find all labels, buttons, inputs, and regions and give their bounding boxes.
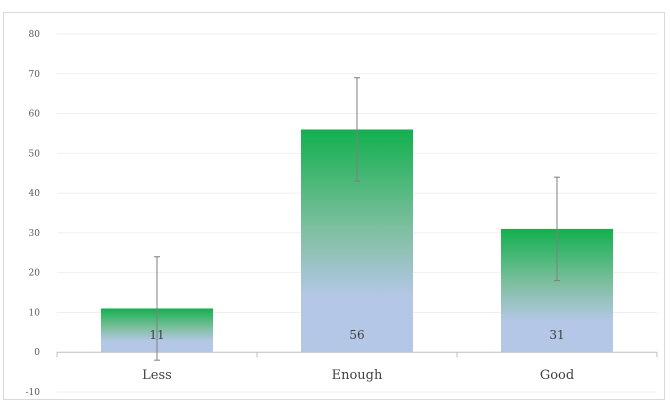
data-label: 56	[349, 328, 364, 342]
category-label: Good	[540, 368, 574, 383]
y-tick-label: 20	[29, 269, 41, 279]
category-label: Enough	[332, 368, 383, 383]
x-axis-category-labels: Less Enough Good	[142, 368, 574, 383]
zero-axis	[56, 351, 658, 358]
y-tick-label: 10	[29, 308, 41, 318]
y-tick-label: 0	[34, 348, 40, 358]
y-tick-label: 40	[29, 189, 41, 199]
y-tick-label: 70	[29, 70, 41, 80]
data-labels: 11 56 31	[149, 328, 564, 342]
data-label: 31	[549, 328, 564, 342]
y-tick-label: 30	[29, 229, 41, 239]
y-tick-label: 60	[29, 110, 41, 120]
y-tick-label: 80	[29, 30, 41, 40]
y-axis-tick-labels: -10 0 10 20 30 40 50 60 70 80	[26, 30, 41, 398]
data-label: 11	[149, 328, 164, 342]
error-bars	[154, 77, 560, 361]
category-label: Less	[142, 368, 172, 383]
y-tick-label: -10	[26, 388, 41, 398]
y-tick-label: 50	[29, 149, 41, 159]
